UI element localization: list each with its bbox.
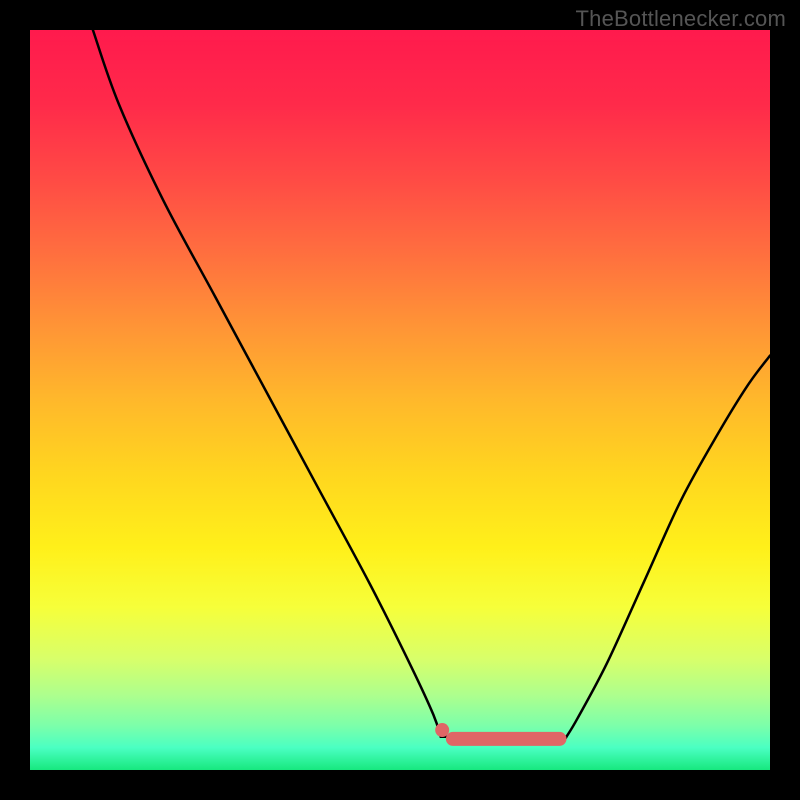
optimum-marker (435, 723, 449, 737)
chart-frame: TheBottlenecker.com (0, 0, 800, 800)
watermark-text: TheBottlenecker.com (576, 6, 786, 32)
valley-highlight-bar (446, 732, 567, 746)
plot-background (30, 30, 770, 770)
bottleneck-chart (0, 0, 800, 800)
